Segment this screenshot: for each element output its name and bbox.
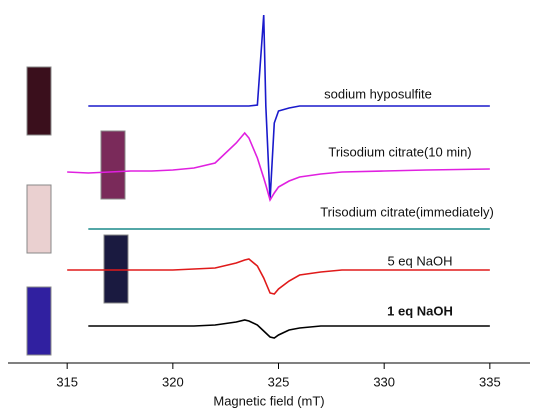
series-line <box>88 14 490 201</box>
x-tick-label: 330 <box>373 374 395 389</box>
series-label: sodium hyposulfite <box>324 86 432 101</box>
series-line <box>88 319 490 339</box>
x-axis-label: Magnetic field (mT) <box>213 393 324 408</box>
series-line <box>67 131 490 202</box>
x-tick-label: 335 <box>479 374 501 389</box>
vial <box>103 234 129 304</box>
vials <box>26 66 129 356</box>
x-tick-label: 325 <box>268 374 290 389</box>
x-tick-label: 320 <box>162 374 184 389</box>
vial <box>26 286 52 356</box>
vial <box>26 184 52 254</box>
x-tick-label: 315 <box>56 374 78 389</box>
series-label: Trisodium citrate(immediately) <box>320 204 494 219</box>
vial <box>26 66 52 136</box>
series-label: Trisodium citrate(10 min) <box>328 144 471 159</box>
series-line <box>67 258 490 295</box>
vial <box>100 130 126 200</box>
series-label: 1 eq NaOH <box>387 303 453 318</box>
series-label: 5 eq NaOH <box>387 253 452 268</box>
